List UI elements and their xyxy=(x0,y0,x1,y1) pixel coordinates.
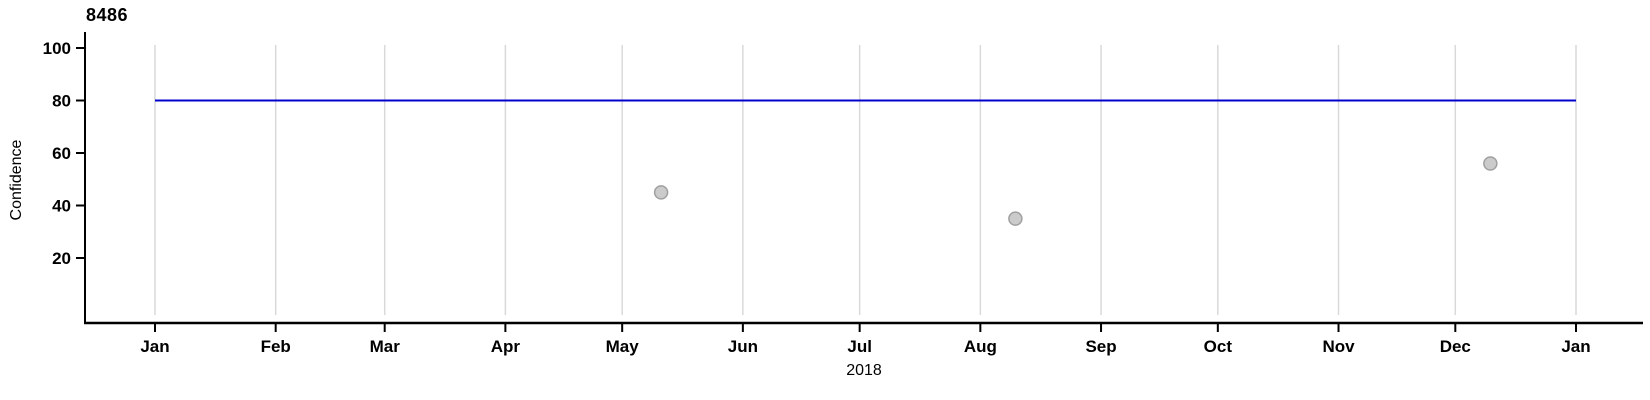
x-tick-label: Aug xyxy=(964,337,997,356)
x-tick-label: Nov xyxy=(1322,337,1355,356)
x-tick-label: Mar xyxy=(370,337,401,356)
x-tick-label: Feb xyxy=(261,337,291,356)
y-tick-label: 20 xyxy=(52,249,71,268)
chart-title: 8486 xyxy=(86,5,129,25)
y-axis-title: Confidence xyxy=(8,139,25,221)
x-axis-title: 2018 xyxy=(846,362,882,379)
x-tick-label: Apr xyxy=(491,337,521,356)
x-tick-label: Oct xyxy=(1204,337,1233,356)
data-point xyxy=(1008,211,1023,226)
y-tick-label: 100 xyxy=(43,39,71,58)
data-point xyxy=(1483,156,1498,171)
x-tick-label: May xyxy=(606,337,640,356)
x-tick-label: Jan xyxy=(140,337,169,356)
x-tick-label: Jan xyxy=(1561,337,1590,356)
x-tick-label: Dec xyxy=(1440,337,1471,356)
y-tick-label: 80 xyxy=(52,92,71,111)
x-tick-label: Jul xyxy=(847,337,872,356)
x-tick-label: Sep xyxy=(1085,337,1116,356)
data-point xyxy=(653,185,669,200)
x-tick-label: Jun xyxy=(728,337,758,356)
y-tick-label: 60 xyxy=(52,144,71,163)
y-tick-label: 40 xyxy=(52,197,71,216)
